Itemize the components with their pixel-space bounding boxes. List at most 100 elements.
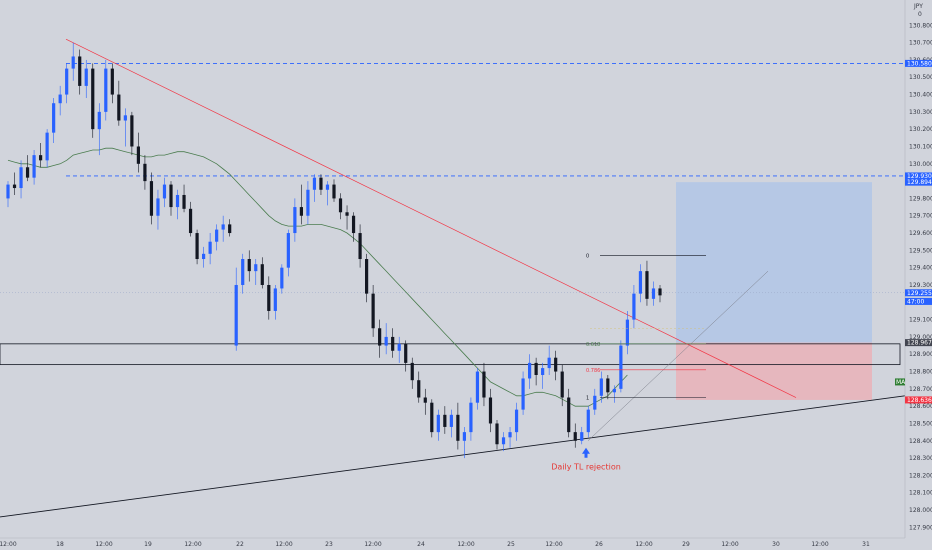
candle-body (593, 395, 597, 410)
candle-body (397, 343, 401, 351)
candle-body (182, 194, 186, 209)
x-tick-label: 25 (507, 541, 515, 548)
candle-body (632, 293, 636, 320)
candle-body (645, 271, 649, 299)
y-tick-label: 128.400 (909, 438, 932, 445)
candle-body (378, 328, 382, 346)
y-tick-label: 129.000 (909, 334, 932, 341)
candle-body (19, 167, 23, 189)
y-tick-label: 129.100 (909, 317, 932, 324)
candle-body (273, 288, 277, 311)
candle-body (462, 432, 466, 441)
candle-body (156, 198, 160, 216)
x-tick-label: 31 (862, 541, 870, 548)
candle-body (78, 56, 82, 86)
y-tick-label: 129.500 (909, 247, 932, 254)
y-tick-label: 128.200 (909, 472, 932, 479)
y-tick-label: 128.300 (909, 455, 932, 462)
candle-body (130, 115, 134, 147)
candle-body (117, 94, 121, 121)
y-tick-label: 130.100 (909, 143, 932, 150)
y-tick-label: 129.400 (909, 265, 932, 272)
time-axis[interactable] (0, 538, 932, 550)
candle-body (91, 68, 95, 130)
fib-level-label: 0.618 (586, 342, 600, 348)
candle-body (306, 189, 310, 216)
candle-body (436, 414, 440, 433)
fib-retracement: 0 0.618 0.786 1 (586, 254, 706, 402)
candle-body (188, 208, 193, 234)
downtrend-line (65, 38, 797, 398)
price-tag-label: 47:00 (907, 298, 924, 305)
symbol-label: JPY (913, 3, 923, 10)
candle-body (430, 402, 434, 433)
candle-body (97, 111, 101, 130)
candle-body (567, 397, 571, 433)
ma-tag (895, 378, 905, 386)
candle-body (651, 288, 656, 299)
candle-body (554, 357, 558, 372)
target-zone (676, 182, 872, 343)
price-tag-label: 128.636 (907, 397, 932, 404)
candle-body (612, 388, 616, 393)
y-tick-label: 130.300 (909, 109, 932, 116)
x-tick-label: 12:00 (364, 541, 381, 548)
candle-body (351, 215, 356, 234)
candle-body (541, 368, 545, 376)
x-tick-label: 26 (595, 541, 603, 548)
x-tick-label: 12:00 (811, 541, 828, 548)
candle-body (482, 371, 486, 398)
price-axis[interactable] (905, 0, 932, 538)
price-tag (905, 289, 932, 297)
x-tick-label: 12:00 (635, 541, 652, 548)
y-tick-label: 130.500 (909, 74, 932, 81)
x-tick-label: 24 (417, 541, 425, 548)
candle-body (534, 362, 538, 376)
x-tick-label: 18 (56, 541, 64, 548)
candle-body (345, 212, 349, 216)
candle-body (286, 233, 290, 268)
candle-body (32, 155, 36, 178)
y-tick-label: 130.000 (909, 161, 932, 168)
y-tick-label: 130.800 (909, 22, 932, 29)
price-tag (905, 178, 932, 186)
x-tick-label: 19 (144, 541, 152, 548)
candle-body (208, 241, 212, 254)
candle-body (221, 224, 225, 230)
candle-body (404, 343, 408, 363)
candle-body (65, 68, 69, 95)
price-tag-label: 128.967 (907, 340, 932, 347)
candle-body (625, 319, 629, 346)
candle-body (456, 414, 460, 441)
y-tick-label: 130.700 (909, 40, 932, 47)
candle-body (280, 267, 284, 289)
candle-body (71, 56, 75, 69)
candle-body (365, 259, 369, 294)
candle-body (449, 414, 453, 427)
candle-body (423, 397, 427, 403)
y-tick-label: 130.200 (909, 126, 932, 133)
candle-body (175, 194, 180, 208)
y-tick-label: 128.900 (909, 351, 932, 358)
y-tick-label: 129.600 (909, 230, 932, 237)
candle-body (606, 378, 610, 393)
candle-body (202, 253, 206, 260)
candle-body (619, 345, 623, 389)
x-tick-label: 30 (772, 541, 780, 548)
x-tick-label: 22 (236, 541, 244, 548)
x-tick-label: 12:00 (457, 541, 474, 548)
candle-body (241, 259, 245, 285)
candle-body (384, 336, 388, 346)
candle-body (195, 233, 199, 260)
candle-body (84, 68, 88, 86)
candle-body (338, 198, 343, 213)
candle-body (104, 68, 108, 112)
candle-body (143, 163, 147, 182)
x-tick-label: 29 (682, 541, 690, 548)
fib-level-label: 0 (586, 254, 589, 260)
annotation-layer: Daily TL rejection (551, 447, 621, 472)
candle-body (234, 284, 238, 346)
candle-body (45, 132, 49, 161)
candle-body (228, 224, 232, 234)
